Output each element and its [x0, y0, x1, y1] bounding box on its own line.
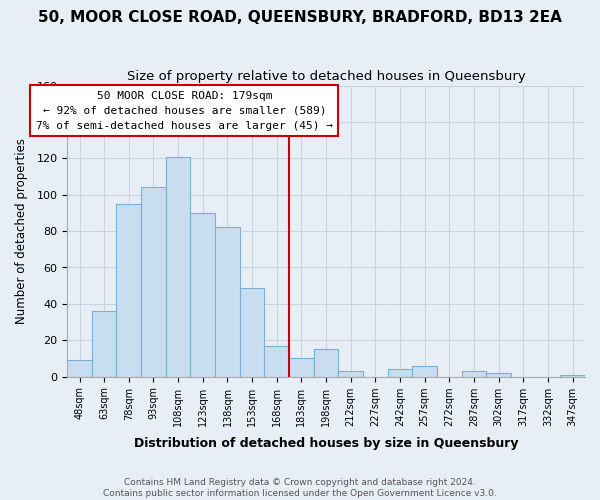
Bar	[314, 350, 338, 376]
Bar	[560, 375, 585, 376]
Bar	[388, 370, 412, 376]
Bar	[92, 311, 116, 376]
Bar	[141, 188, 166, 376]
Bar	[240, 288, 265, 376]
Bar	[67, 360, 92, 376]
Title: Size of property relative to detached houses in Queensbury: Size of property relative to detached ho…	[127, 70, 526, 83]
Bar	[487, 373, 511, 376]
Text: 50 MOOR CLOSE ROAD: 179sqm
← 92% of detached houses are smaller (589)
7% of semi: 50 MOOR CLOSE ROAD: 179sqm ← 92% of deta…	[36, 91, 333, 130]
Bar	[412, 366, 437, 376]
Bar	[265, 346, 289, 376]
Bar	[166, 156, 190, 376]
Bar	[215, 228, 240, 376]
X-axis label: Distribution of detached houses by size in Queensbury: Distribution of detached houses by size …	[134, 437, 518, 450]
Text: Contains HM Land Registry data © Crown copyright and database right 2024.
Contai: Contains HM Land Registry data © Crown c…	[103, 478, 497, 498]
Y-axis label: Number of detached properties: Number of detached properties	[15, 138, 28, 324]
Bar	[462, 371, 487, 376]
Bar	[289, 358, 314, 376]
Bar	[190, 213, 215, 376]
Text: 50, MOOR CLOSE ROAD, QUEENSBURY, BRADFORD, BD13 2EA: 50, MOOR CLOSE ROAD, QUEENSBURY, BRADFOR…	[38, 10, 562, 25]
Bar	[338, 371, 363, 376]
Bar	[116, 204, 141, 376]
